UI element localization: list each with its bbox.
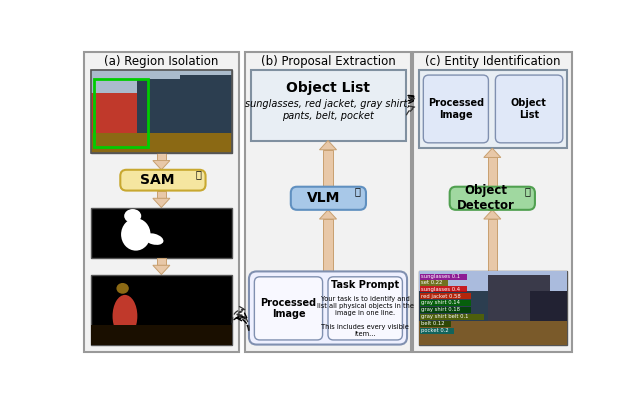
Text: sunglasses 0.1: sunglasses 0.1 [421, 274, 460, 279]
FancyBboxPatch shape [291, 187, 366, 210]
Bar [420, 286, 467, 292]
Bar [84, 52, 239, 352]
Bar [488, 158, 497, 210]
Bar [419, 271, 568, 344]
Ellipse shape [124, 209, 141, 223]
Text: gray shirt 0.18: gray shirt 0.18 [421, 308, 460, 312]
Bar [420, 314, 484, 320]
Polygon shape [153, 265, 170, 275]
Bar [157, 190, 166, 198]
Bar [420, 321, 451, 327]
Ellipse shape [116, 283, 129, 294]
Bar [157, 153, 166, 160]
Text: set 0.22: set 0.22 [421, 280, 442, 286]
Text: VLM: VLM [307, 191, 340, 205]
Bar [323, 219, 333, 271]
Ellipse shape [121, 218, 150, 251]
Text: 🔒: 🔒 [355, 186, 360, 196]
Text: 🔒: 🔒 [196, 169, 202, 179]
FancyBboxPatch shape [328, 277, 403, 340]
Text: gray shirt 0.14: gray shirt 0.14 [421, 300, 460, 306]
Bar [419, 70, 568, 148]
Bar [488, 219, 497, 271]
Text: Your task is to identify and
list all physical objects in the
image in one line.: Your task is to identify and list all ph… [317, 296, 413, 336]
Bar [91, 207, 232, 257]
Bar [250, 70, 406, 140]
Bar [94, 79, 148, 147]
Polygon shape [153, 198, 170, 207]
Bar [138, 79, 180, 153]
Text: Object
List: Object List [511, 98, 547, 120]
Bar [420, 293, 470, 299]
FancyBboxPatch shape [249, 271, 407, 344]
Bar [420, 328, 454, 334]
Bar [488, 275, 550, 344]
Text: sunglasses, red jacket, gray shirt,
pants, belt, pocket: sunglasses, red jacket, gray shirt, pant… [245, 99, 411, 121]
Text: SAM: SAM [140, 173, 175, 187]
Bar [91, 70, 232, 93]
Bar [91, 70, 232, 153]
Text: gray shirt belt 0.1: gray shirt belt 0.1 [421, 314, 468, 319]
Text: Object List: Object List [286, 81, 370, 95]
Bar [420, 274, 467, 280]
FancyBboxPatch shape [450, 187, 535, 210]
Bar [91, 93, 138, 153]
Text: (a) Region Isolation: (a) Region Isolation [104, 55, 219, 69]
Text: (c) Entity Identification: (c) Entity Identification [424, 55, 560, 69]
Bar [91, 70, 232, 153]
Bar [419, 271, 568, 291]
Text: (b) Proposal Extraction: (b) Proposal Extraction [260, 55, 396, 69]
Polygon shape [153, 160, 170, 170]
Bar [180, 75, 232, 153]
Bar [529, 291, 568, 344]
FancyBboxPatch shape [495, 75, 563, 143]
Polygon shape [484, 210, 501, 219]
Text: sunglasses 0.4: sunglasses 0.4 [421, 287, 460, 292]
Text: pocket 0.2: pocket 0.2 [421, 328, 449, 333]
Text: red jacket 0.58: red jacket 0.58 [421, 294, 461, 299]
Text: Processed
Image: Processed Image [428, 98, 484, 120]
Bar [419, 322, 568, 344]
Bar [420, 280, 448, 286]
Text: Processed
Image: Processed Image [260, 298, 317, 319]
FancyBboxPatch shape [120, 170, 205, 190]
Bar [245, 52, 411, 352]
Text: Object
Detector: Object Detector [457, 184, 515, 212]
FancyBboxPatch shape [423, 75, 488, 143]
Text: Task Prompt: Task Prompt [331, 280, 399, 290]
Polygon shape [319, 210, 337, 219]
Bar [91, 325, 232, 344]
Bar [157, 257, 166, 265]
Bar [91, 133, 232, 153]
Polygon shape [484, 148, 501, 158]
Text: belt 0.12: belt 0.12 [421, 321, 445, 326]
Bar [323, 150, 333, 187]
Bar [91, 275, 232, 344]
Bar [413, 52, 572, 352]
Ellipse shape [144, 233, 163, 245]
Polygon shape [319, 140, 337, 150]
Bar [420, 307, 470, 313]
Bar [419, 291, 488, 344]
Ellipse shape [113, 295, 138, 337]
Text: 🔒: 🔒 [525, 186, 531, 196]
Bar [420, 300, 470, 306]
FancyBboxPatch shape [254, 277, 323, 340]
